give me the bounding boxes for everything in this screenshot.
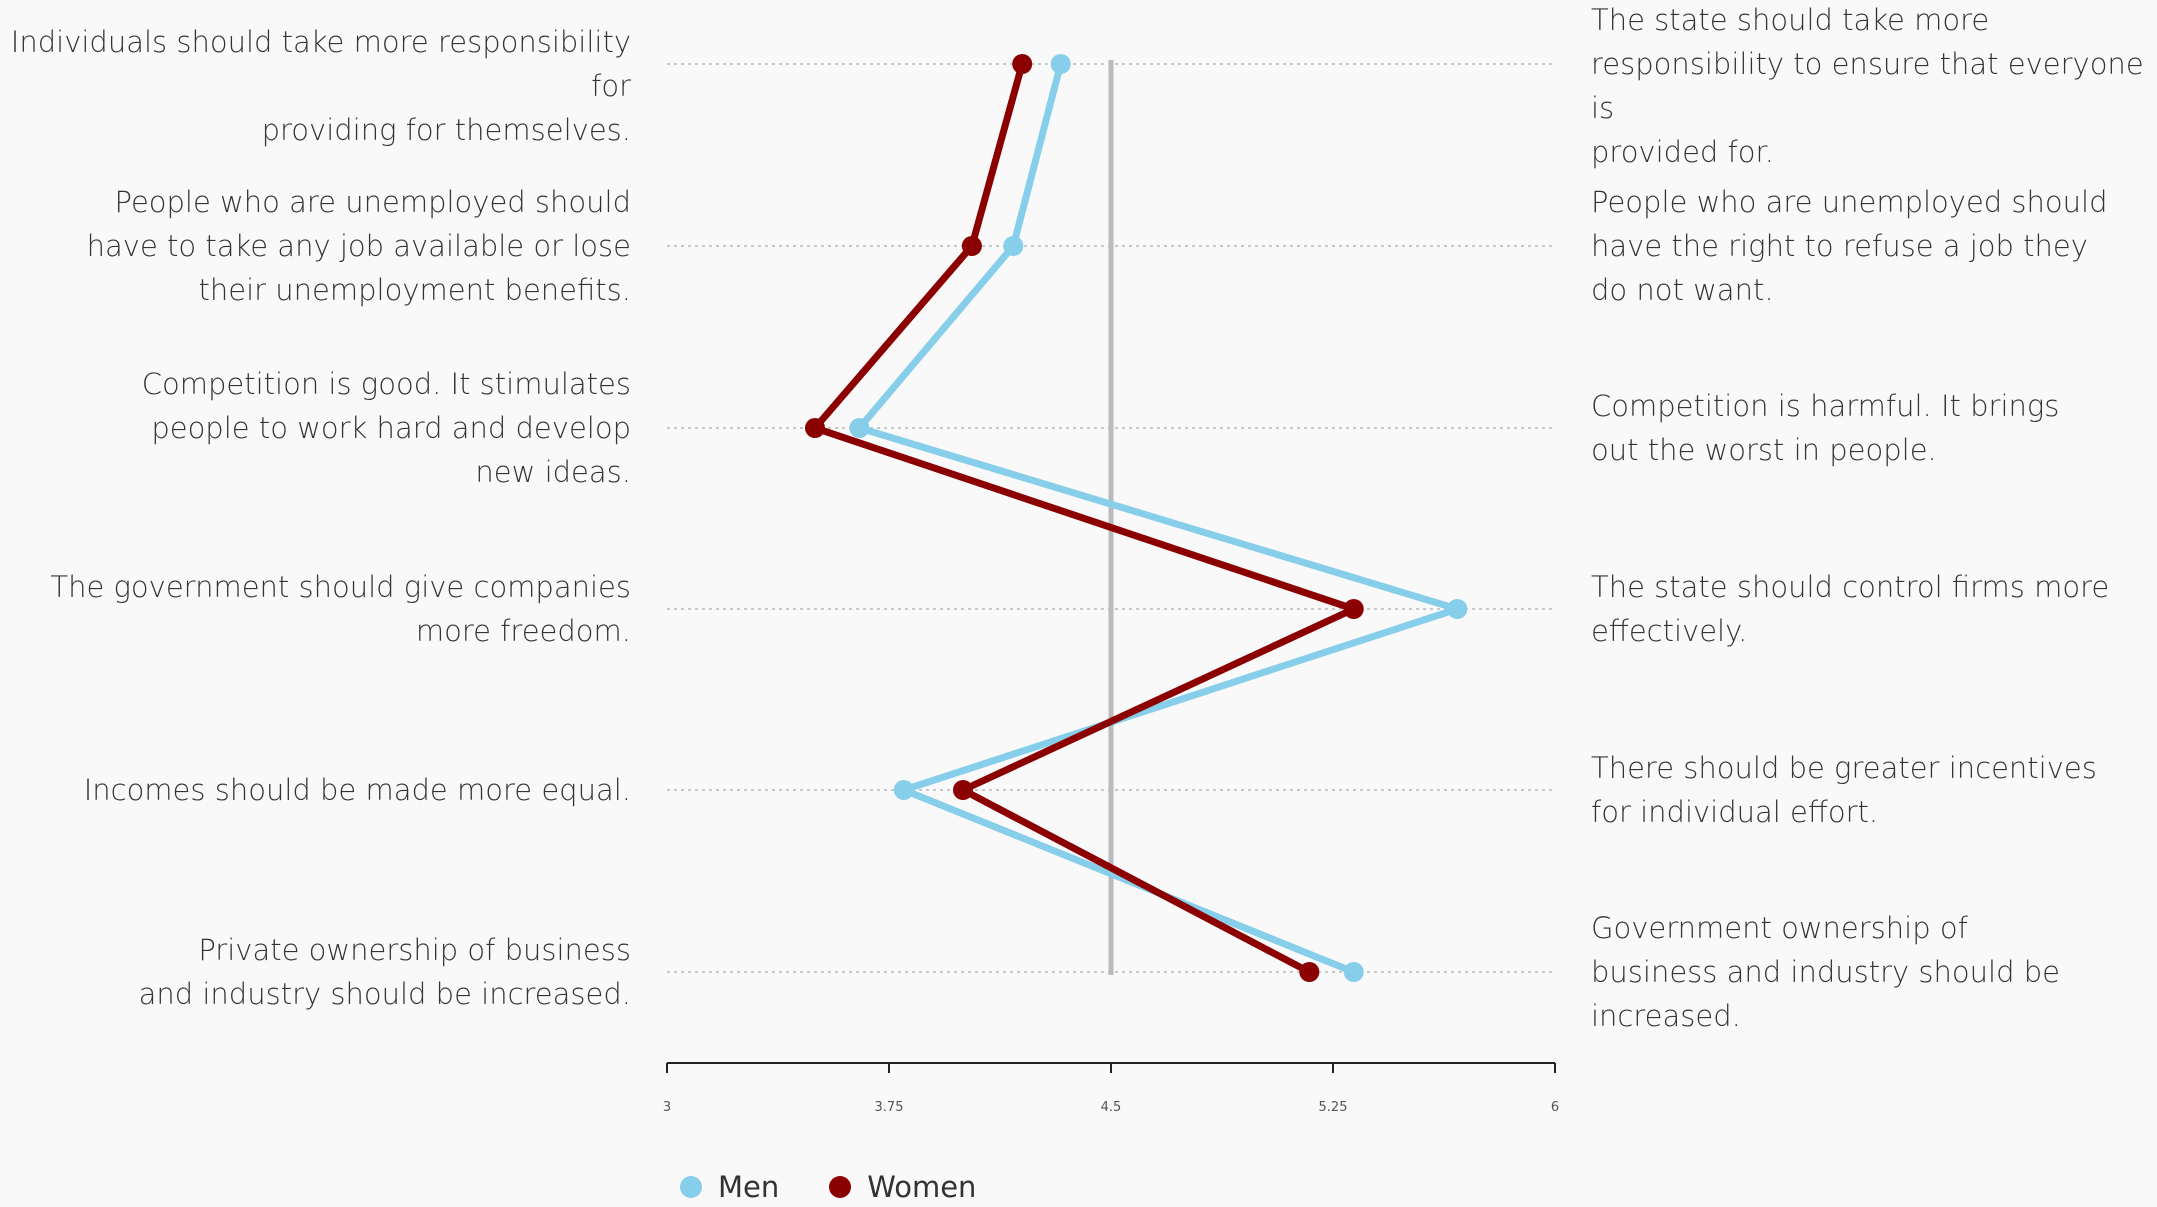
- x-tick-label: 4.5: [1101, 1100, 1122, 1115]
- statement-left: Private ownership of business and industr…: [138, 933, 631, 1011]
- statement-right: People who are unemployed should have the…: [1591, 185, 2108, 307]
- legend-marker: [680, 1176, 702, 1198]
- legend-item-men: Men: [680, 1170, 779, 1204]
- statement-left: Competition is good. It stimulates people…: [141, 367, 631, 489]
- x-tick-label: 3.75: [875, 1100, 904, 1115]
- data-point-women: [953, 780, 973, 800]
- data-point-men: [849, 418, 870, 438]
- data-point-men: [1447, 599, 1468, 619]
- statement-right: The state should take more responsibility…: [1591, 3, 2144, 169]
- statement-left: Individuals should take more responsibil…: [10, 25, 631, 147]
- series-line-women: [811, 60, 1358, 976]
- data-point-women: [1299, 962, 1320, 982]
- statement-right: The state should control firms more effec…: [1591, 570, 2110, 648]
- legend-label: Men: [718, 1170, 780, 1204]
- data-point-men: [1003, 236, 1024, 256]
- statement-right: There should be greater incentives for in…: [1591, 751, 2097, 829]
- data-point-men: [1343, 962, 1364, 982]
- legend-label: Women: [867, 1170, 977, 1204]
- statement-left: Incomes should be made more equal.: [83, 773, 631, 807]
- data-point-women: [961, 236, 982, 256]
- x-tick-label: 6: [1551, 1100, 1559, 1115]
- statement-right: Competition is harmful. It brings out the…: [1591, 389, 2060, 467]
- data-point-women: [805, 418, 825, 438]
- statement-left: People who are unemployed should have to …: [86, 185, 631, 307]
- data-point-women: [1012, 54, 1033, 74]
- data-point-women: [1343, 599, 1364, 619]
- x-tick-label: 5.25: [1319, 1100, 1348, 1115]
- legend-item-women: Women: [829, 1170, 976, 1204]
- legend-marker: [829, 1176, 852, 1198]
- series-line-men: [855, 60, 1461, 976]
- x-tick-label: 3: [663, 1100, 671, 1115]
- data-point-men: [1050, 54, 1071, 74]
- data-point-men: [893, 780, 914, 800]
- statement-left: The government should give companies more…: [50, 570, 631, 648]
- legend: Men Women: [680, 1170, 1026, 1204]
- statement-right: Government ownership of business and indu…: [1591, 911, 2060, 1033]
